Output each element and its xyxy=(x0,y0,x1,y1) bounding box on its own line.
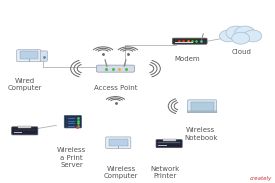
Circle shape xyxy=(244,30,262,42)
Text: Wireless
Notebook: Wireless Notebook xyxy=(184,127,218,141)
FancyBboxPatch shape xyxy=(97,65,134,72)
Text: Wireless
a Print
Server: Wireless a Print Server xyxy=(57,147,86,168)
Text: Wireless
Computer: Wireless Computer xyxy=(104,166,138,179)
Bar xyxy=(158,145,167,146)
Bar xyxy=(66,120,80,122)
FancyBboxPatch shape xyxy=(17,50,41,62)
Bar xyxy=(66,117,80,119)
FancyBboxPatch shape xyxy=(20,51,38,59)
FancyBboxPatch shape xyxy=(64,115,81,128)
Circle shape xyxy=(232,32,249,44)
FancyBboxPatch shape xyxy=(106,137,131,148)
FancyBboxPatch shape xyxy=(109,139,128,146)
Text: creately: creately xyxy=(250,176,272,181)
FancyBboxPatch shape xyxy=(191,102,214,111)
Bar xyxy=(175,42,192,43)
Circle shape xyxy=(219,30,237,42)
FancyBboxPatch shape xyxy=(40,51,47,61)
Bar xyxy=(158,142,180,143)
Bar xyxy=(163,139,176,141)
FancyBboxPatch shape xyxy=(188,111,217,113)
FancyBboxPatch shape xyxy=(12,127,38,135)
Circle shape xyxy=(235,26,255,40)
Text: Access Point: Access Point xyxy=(94,85,137,91)
Bar xyxy=(66,122,80,124)
Bar xyxy=(66,125,80,127)
FancyBboxPatch shape xyxy=(172,38,207,44)
Circle shape xyxy=(226,26,247,40)
Text: Modem: Modem xyxy=(174,56,200,62)
Text: Wired
Computer: Wired Computer xyxy=(7,78,42,91)
FancyBboxPatch shape xyxy=(156,140,182,148)
FancyBboxPatch shape xyxy=(188,100,217,113)
Text: Network
Printer: Network Printer xyxy=(150,166,180,179)
Bar xyxy=(18,126,31,128)
Text: Cloud: Cloud xyxy=(232,49,252,55)
Bar xyxy=(14,132,22,134)
